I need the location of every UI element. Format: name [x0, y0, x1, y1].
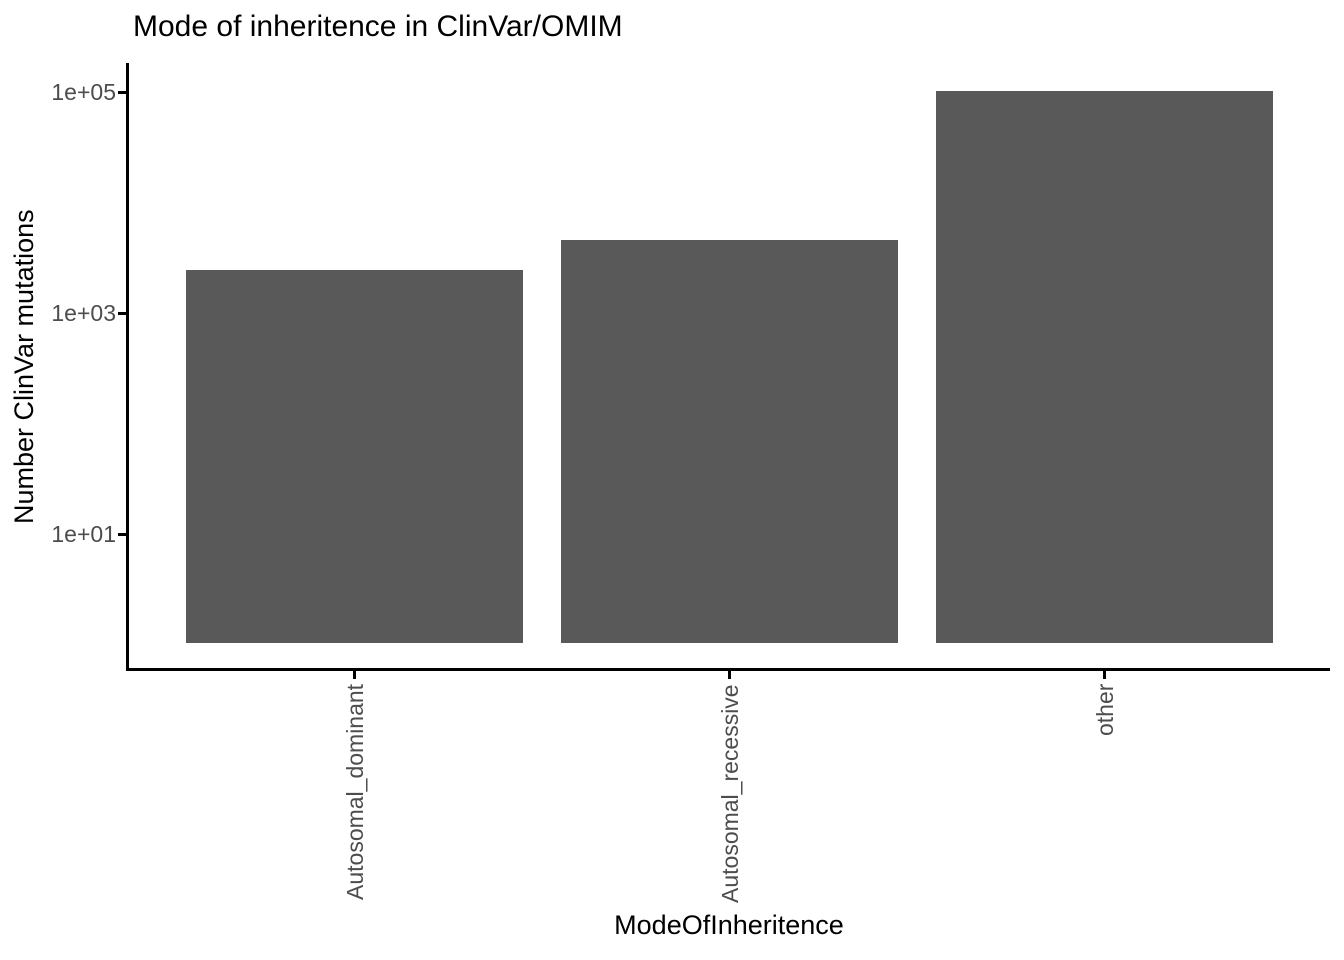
chart-title: Mode of inheritence in ClinVar/OMIM: [133, 10, 623, 43]
bar-autosomal-recessive: [561, 239, 898, 644]
x-tick-mark: [1103, 671, 1106, 679]
x-axis-title: ModeOfInheritence: [614, 910, 844, 940]
y-tick-mark: [118, 311, 126, 315]
y-axis-line: [126, 63, 129, 671]
x-tick-mark: [353, 671, 356, 679]
y-tick-label-1e-01: 1e+01: [51, 521, 116, 547]
x-axis-line: [126, 668, 1330, 671]
x-tick-label-autosomal-dominant: Autosomal_dominant: [341, 684, 368, 901]
y-tick-mark: [118, 90, 126, 94]
y-tick-label-1e-03: 1e+03: [51, 300, 116, 326]
bar-autosomal-dominant: [186, 270, 523, 644]
bar-other: [936, 91, 1273, 643]
x-tick-mark: [728, 671, 731, 679]
x-tick-label-other: other: [1091, 684, 1118, 737]
x-tick-label-autosomal-recessive: Autosomal_recessive: [716, 684, 743, 903]
y-tick-label-1e-05: 1e+05: [51, 79, 116, 105]
y-axis-title: Number ClinVar mutations: [9, 209, 39, 525]
y-tick-mark: [118, 532, 126, 536]
